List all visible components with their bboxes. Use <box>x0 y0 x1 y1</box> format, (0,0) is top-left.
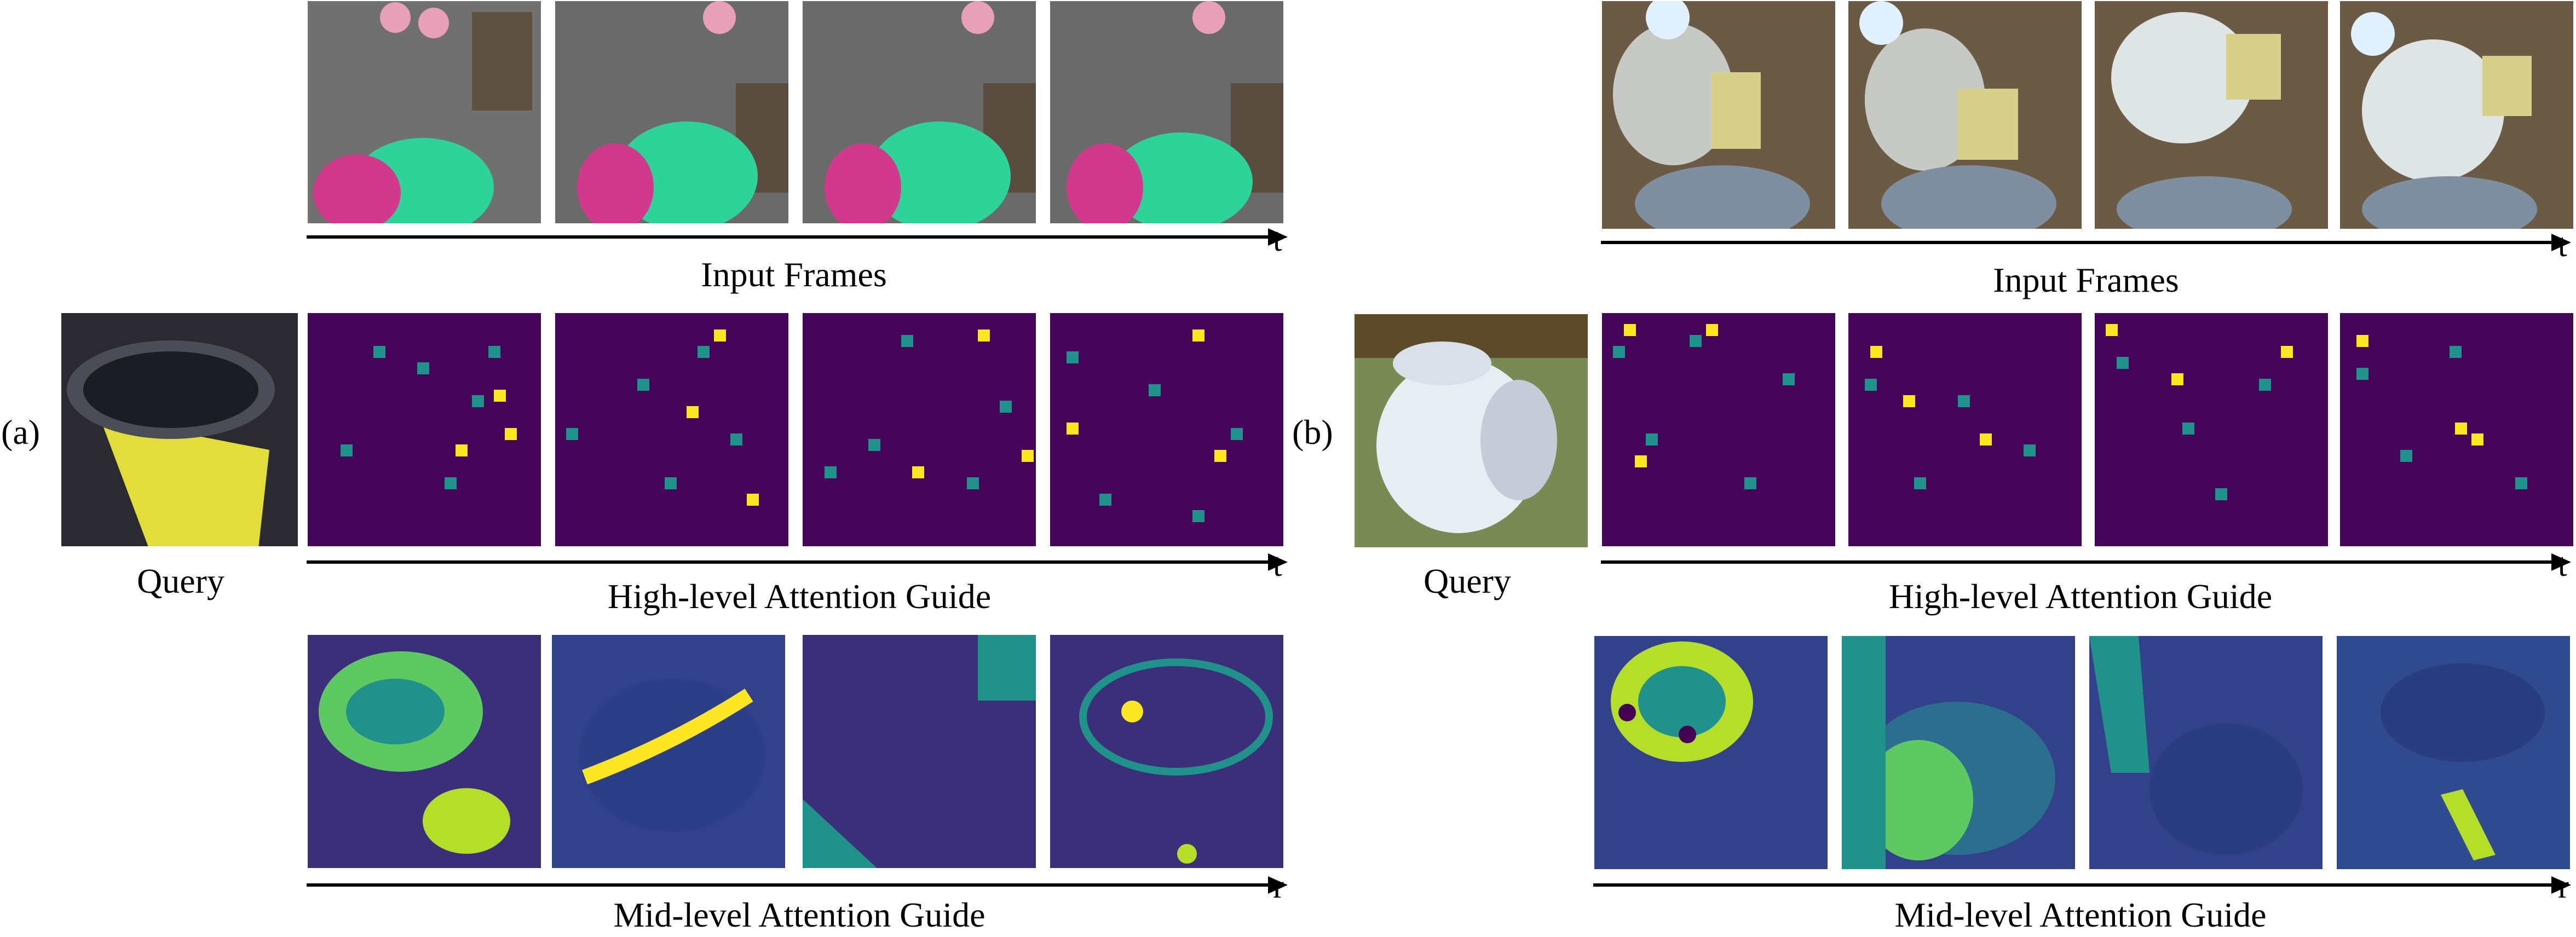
query-caption: Query <box>1424 562 1511 600</box>
row-caption: Mid-level Attention Guide <box>1894 895 2267 934</box>
attention-heatmap <box>802 312 1037 547</box>
attention-heatmap <box>307 634 542 869</box>
arrow-head-icon <box>1268 228 1288 246</box>
input-frame-image <box>2339 0 2574 230</box>
axis-label: t <box>2558 547 2567 583</box>
axis-label: t <box>1273 547 1282 583</box>
input-frame-image <box>1601 0 1836 230</box>
range-axis-arrow <box>1593 883 2554 887</box>
axis-label: t <box>1273 222 1282 258</box>
attention-heatmap <box>2088 635 2324 870</box>
input-frame-image <box>802 0 1037 224</box>
arrow-head-icon <box>2551 234 2571 251</box>
input-frame-image <box>2094 0 2329 230</box>
time-axis-arrow <box>1601 560 2554 564</box>
query-caption: Query <box>137 562 224 600</box>
query-image <box>1353 313 1589 548</box>
row-caption: Mid-level Attention Guide <box>613 895 986 934</box>
attention-heatmap <box>554 312 789 547</box>
query-image <box>60 312 299 547</box>
input-frame-image <box>554 0 789 224</box>
attention-heatmap <box>2336 635 2571 870</box>
time-axis-arrow <box>1601 241 2554 244</box>
panel-b-label: (b) <box>1292 413 1333 452</box>
row-caption: Input Frames <box>1993 261 2179 299</box>
arrow-head-icon <box>1268 876 1288 894</box>
time-axis-arrow <box>307 560 1270 564</box>
attention-heatmap <box>1593 635 1829 870</box>
row-caption: High-level Attention Guide <box>607 577 992 616</box>
row-caption: Input Frames <box>701 255 887 294</box>
input-frame-image <box>1847 0 2083 230</box>
attention-heatmap <box>1601 312 1836 547</box>
attention-heatmap <box>1841 635 2076 870</box>
input-frame-image <box>307 0 542 224</box>
time-axis-arrow <box>307 235 1270 239</box>
attention-heatmap <box>802 634 1037 869</box>
attention-heatmap <box>1847 312 2083 547</box>
panel-a-label: (a) <box>1 413 41 452</box>
axis-label: r <box>1273 869 1284 905</box>
attention-heatmap <box>2094 312 2329 547</box>
arrow-head-icon <box>2551 876 2571 894</box>
axis-label: t <box>2558 227 2567 263</box>
attention-heatmap <box>2339 312 2574 547</box>
arrow-head-icon <box>2551 553 2571 571</box>
axis-label: r <box>2558 869 2569 905</box>
attention-heatmap <box>1049 312 1284 547</box>
attention-heatmap <box>551 634 786 869</box>
attention-heatmap <box>307 312 542 547</box>
arrow-head-icon <box>1268 553 1288 571</box>
attention-heatmap <box>1049 634 1284 869</box>
input-frame-image <box>1049 0 1284 224</box>
range-axis-arrow <box>307 883 1270 887</box>
row-caption: High-level Attention Guide <box>1888 577 2273 616</box>
